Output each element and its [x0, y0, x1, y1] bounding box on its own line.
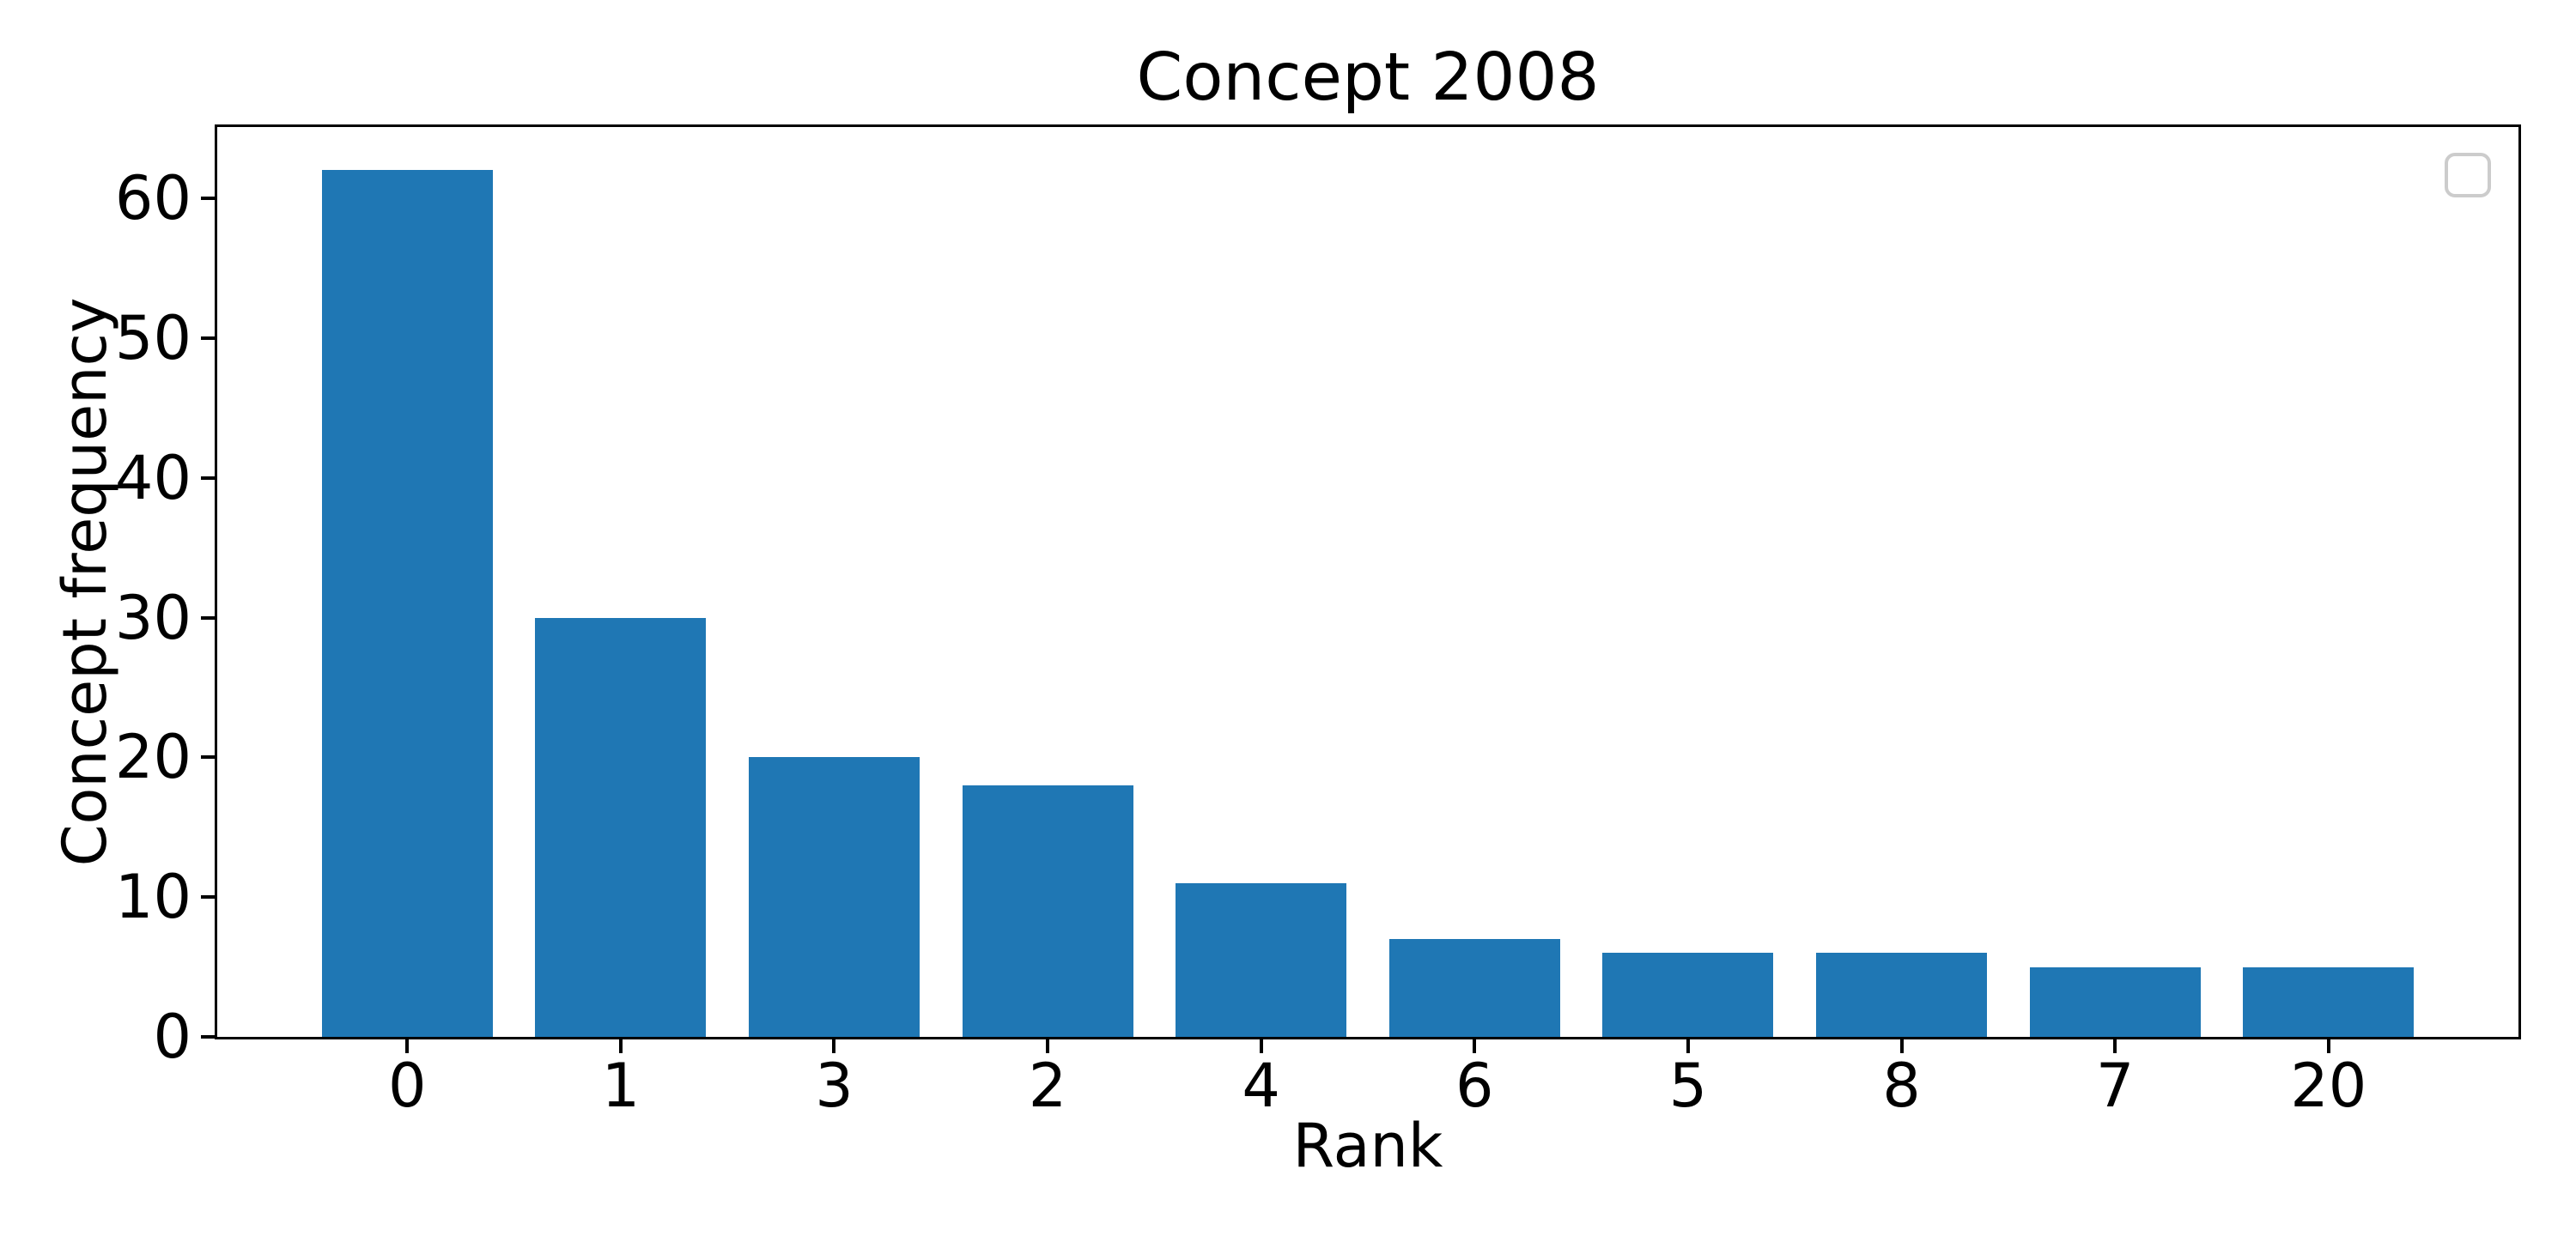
x-tick-label: 2 [1028, 1051, 1067, 1121]
bar-rank-1 [535, 617, 707, 1037]
bar-rank-5 [1602, 953, 1774, 1037]
x-tick-label: 0 [387, 1051, 427, 1121]
y-tick [201, 336, 217, 340]
bar-rank-7 [2029, 966, 2201, 1037]
bar-rank-0 [321, 170, 493, 1037]
x-tick-label: 3 [815, 1051, 854, 1121]
bar-rank-2 [962, 785, 1133, 1037]
x-tick-label: 6 [1455, 1051, 1494, 1121]
bar-rank-20 [2243, 966, 2415, 1037]
bar-rank-6 [1388, 939, 1560, 1037]
bar-rank-4 [1176, 882, 1347, 1037]
x-tick [2113, 1037, 2117, 1053]
x-tick-label: 4 [1242, 1051, 1280, 1121]
y-tick-label: 30 [114, 582, 191, 653]
x-tick [2326, 1037, 2330, 1053]
x-tick [618, 1037, 623, 1053]
y-axis-label: Concept frequency [50, 297, 120, 867]
y-tick [201, 476, 217, 480]
y-tick-label: 50 [114, 302, 191, 373]
x-tick [832, 1037, 836, 1053]
plot-area: 0 1 3 2 4 6 5 8 7 20 0 10 20 30 40 50 60 [115, 124, 2521, 1116]
x-tick-label: 7 [2095, 1051, 2135, 1121]
x-tick [405, 1037, 410, 1053]
x-tick [1473, 1037, 1477, 1053]
legend-box [2445, 153, 2491, 197]
y-tick-label: 20 [114, 722, 191, 793]
x-tick [1259, 1037, 1263, 1053]
y-tick-label: 40 [114, 442, 191, 513]
y-tick [201, 895, 217, 900]
x-axis-label: Rank [1292, 1111, 1443, 1181]
y-tick [201, 197, 217, 201]
y-tick-label: 0 [153, 1002, 191, 1072]
x-tick [1686, 1037, 1690, 1053]
x-tick-label: 1 [601, 1051, 641, 1121]
bar-rank-3 [749, 757, 920, 1037]
bar-rank-8 [1816, 953, 1987, 1037]
y-tick [201, 755, 217, 760]
x-tick [1899, 1037, 1904, 1053]
y-tick [201, 615, 217, 620]
x-tick [1046, 1037, 1050, 1053]
x-tick-label: 20 [2290, 1051, 2367, 1121]
y-tick-label: 10 [114, 862, 191, 933]
x-tick-label: 8 [1882, 1051, 1921, 1121]
chart-title: Concept 2008 [1136, 39, 1600, 116]
x-tick-label: 5 [1668, 1051, 1708, 1121]
y-tick-label: 60 [114, 163, 191, 234]
y-tick [201, 1035, 217, 1039]
